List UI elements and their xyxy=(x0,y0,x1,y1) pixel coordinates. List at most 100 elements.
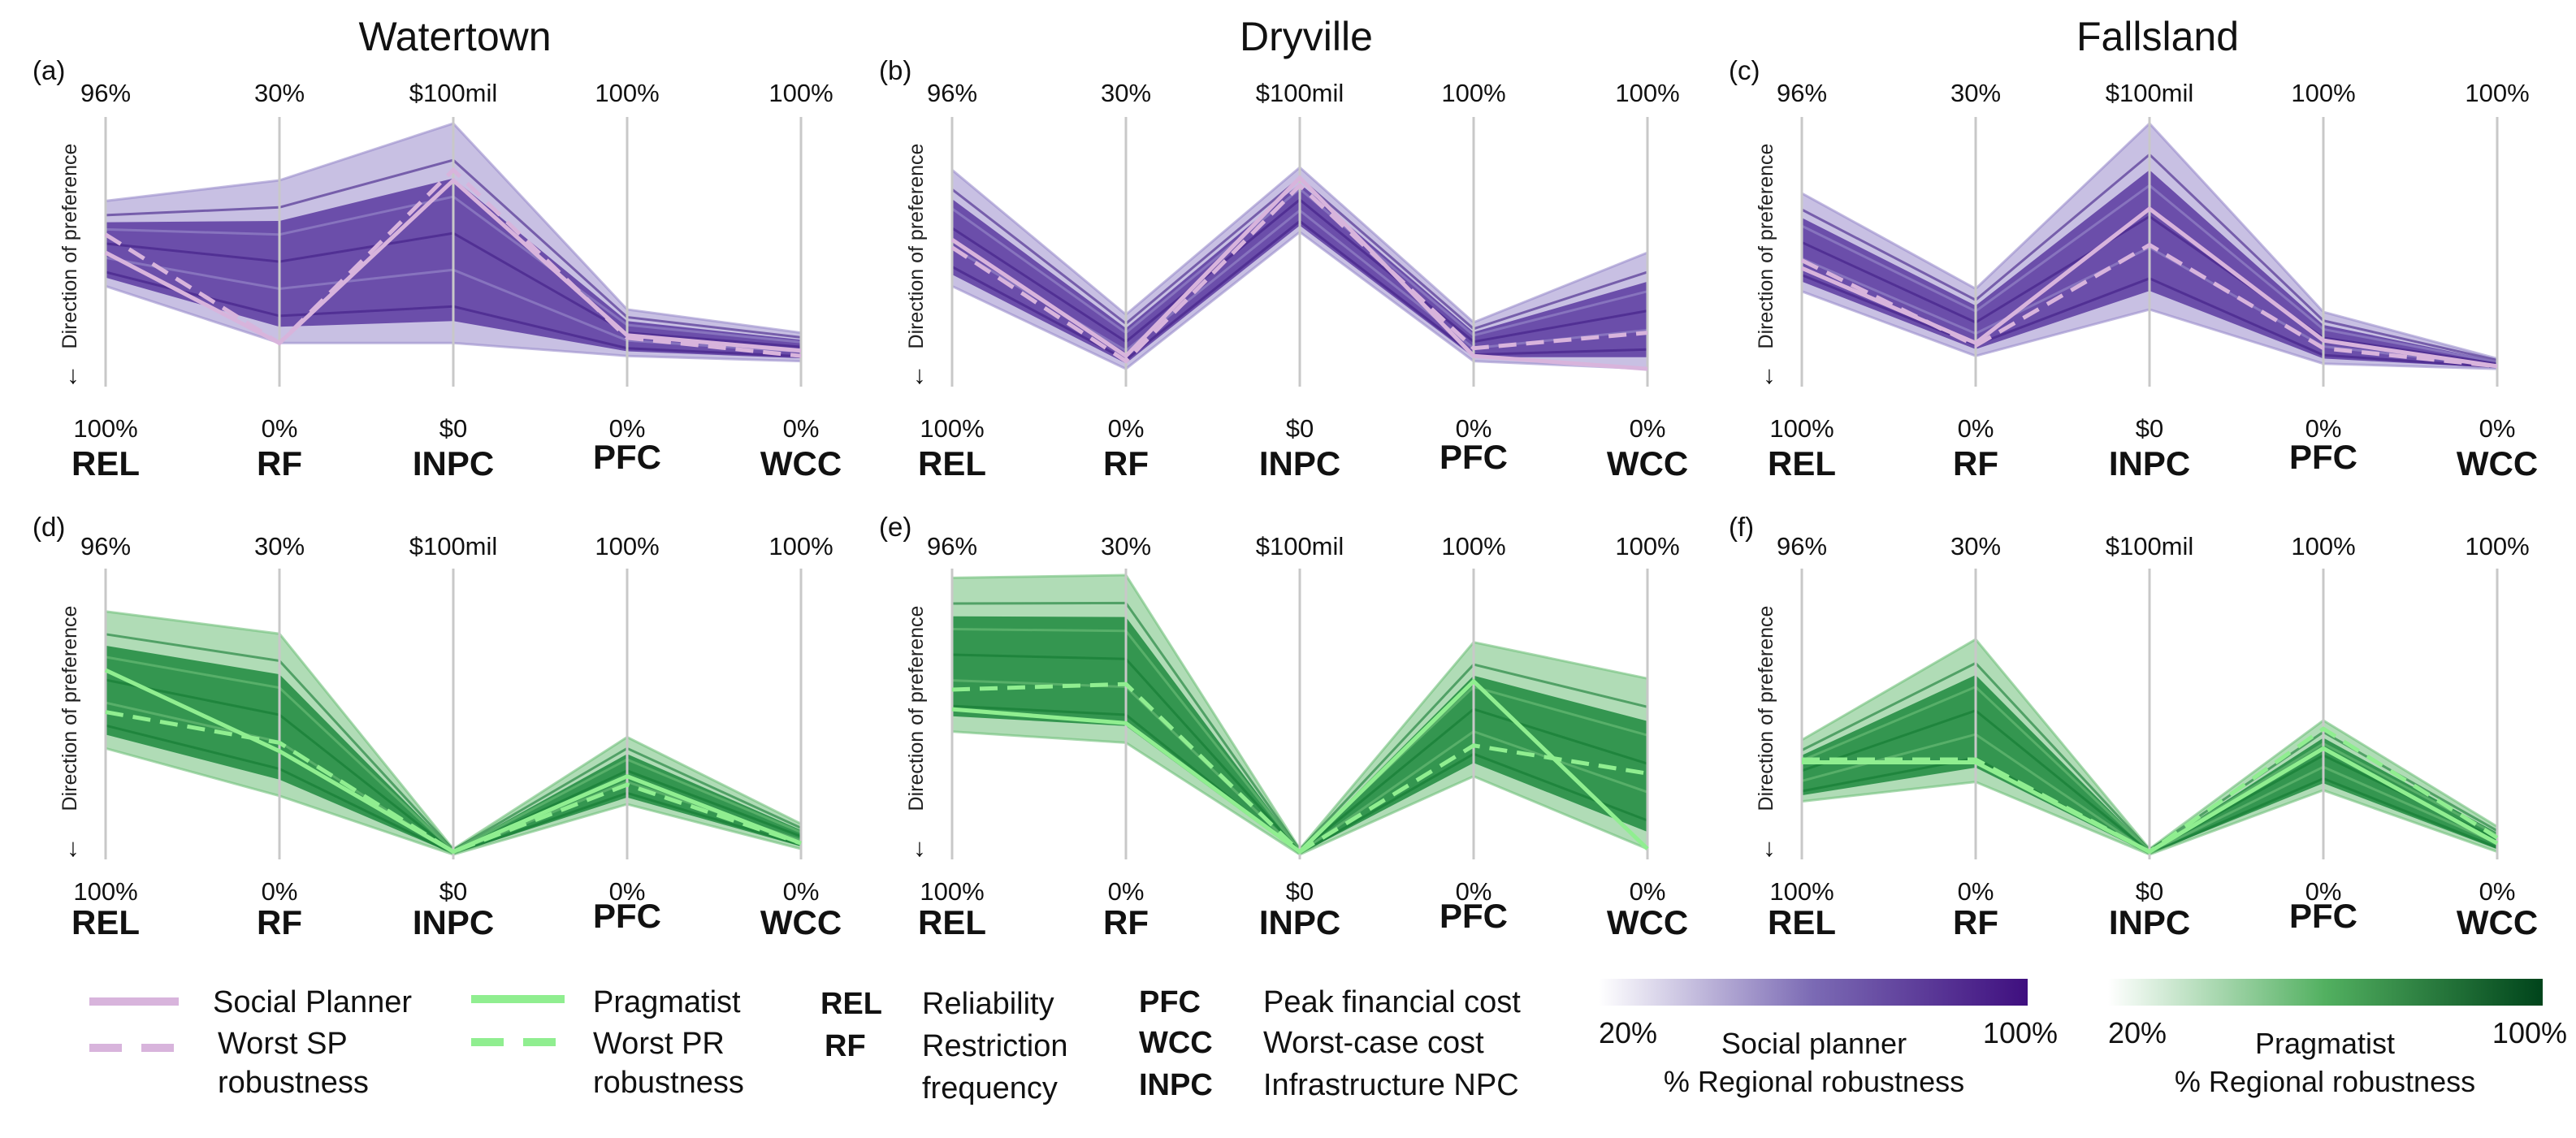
y-axis-label: Direction of preference xyxy=(58,144,81,349)
y-axis-label: Direction of preference xyxy=(58,606,81,811)
axis-bottom-label: 0% xyxy=(1456,414,1492,443)
axis-name-rf: RF xyxy=(1103,903,1149,941)
worst-pr-line xyxy=(105,710,802,855)
panels-group: 96%100%REL30%0%RF$100mil$0INPC100%0%PFC1… xyxy=(32,55,2538,941)
panel-letter: (c) xyxy=(1729,55,1760,85)
axis-bottom-label: 0% xyxy=(2479,414,2516,443)
axis-name-wcc: WCC xyxy=(1607,903,1688,941)
axis-name-rel: REL xyxy=(918,903,986,941)
worst-sp-line xyxy=(950,182,1648,364)
colorbar-social-planner-max: 100% xyxy=(1983,1016,2058,1049)
legend-worst-sp-label-2: robustness xyxy=(218,1066,369,1100)
axis-bottom-label: $0 xyxy=(1286,877,1314,906)
axis-name-wcc: WCC xyxy=(760,444,842,482)
axis-top-label: 100% xyxy=(768,532,833,560)
panel-letter: (f) xyxy=(1729,512,1754,542)
axis-top-label: 100% xyxy=(2465,79,2529,107)
axis-name-rf: RF xyxy=(257,903,302,941)
axis-bottom-label: 0% xyxy=(2305,877,2342,906)
axis-name-pfc: PFC xyxy=(593,438,661,476)
axis-name-rel: REL xyxy=(918,444,986,482)
axis-bottom-label: 100% xyxy=(920,414,984,443)
legend-worst-pr-label: Worst PR xyxy=(593,1027,725,1061)
legend-abbr-pfc: PFC xyxy=(1139,985,1201,1019)
worst-pr-line xyxy=(1802,726,2499,855)
social-planner-line xyxy=(1801,206,2498,369)
legend-social-planner-label: Social Planner xyxy=(213,985,412,1019)
axis-top-label: 100% xyxy=(2291,532,2355,560)
axis-top-label: 96% xyxy=(927,532,977,560)
axis-bottom-label: 100% xyxy=(73,414,137,443)
axis-top-label: 96% xyxy=(80,79,131,107)
panel-b: 96%100%REL30%0%RF$100mil$0INPC100%0%PFC1… xyxy=(879,55,1688,482)
axis-top-label: 100% xyxy=(1441,532,1505,560)
legend-desc-pfc: Peak financial cost xyxy=(1263,985,1521,1019)
column-title-dryville: Dryville xyxy=(1240,14,1373,59)
legend-abbr-rel: REL xyxy=(820,987,882,1021)
down-arrow-icon: ↓ xyxy=(1763,833,1776,862)
axis-top-label: $100mil xyxy=(2106,532,2194,560)
axis-bottom-label: 0% xyxy=(1958,414,1994,443)
axis-name-rf: RF xyxy=(1953,444,1998,482)
axis-top-label: $100mil xyxy=(409,532,498,560)
social-planner-line xyxy=(950,175,1648,371)
axis-top-label: 30% xyxy=(254,532,305,560)
axis-bottom-label: $0 xyxy=(2136,414,2163,443)
axis-bottom-label: 100% xyxy=(1769,877,1834,906)
legend-abbr-wcc: WCC xyxy=(1139,1026,1213,1060)
axis-top-label: 100% xyxy=(1615,79,1679,107)
axis-top-label: 100% xyxy=(1615,532,1679,560)
colorbar-pragmatist-min: 20% xyxy=(2108,1016,2167,1049)
panel-e: 96%100%REL30%0%RF$100mil$0INPC100%0%PFC1… xyxy=(879,512,1688,941)
axis-name-pfc: PFC xyxy=(2289,897,2357,935)
panel-c: 96%100%REL30%0%RF$100mil$0INPC100%0%PFC1… xyxy=(1729,55,2538,482)
down-arrow-icon: ↓ xyxy=(1763,361,1776,389)
axis-name-rel: REL xyxy=(71,444,140,482)
legend: Social Planner Worst SP robustness Pragm… xyxy=(89,979,2567,1106)
column-title-watertown: Watertown xyxy=(358,14,551,59)
axis-name-wcc: WCC xyxy=(1607,444,1688,482)
axis-top-label: 96% xyxy=(1777,79,1827,107)
axis-top-label: 96% xyxy=(1777,532,1827,560)
down-arrow-icon: ↓ xyxy=(67,361,80,389)
axis-bottom-label: 0% xyxy=(783,414,820,443)
axis-top-label: 96% xyxy=(927,79,977,107)
axis-top-label: 30% xyxy=(1101,532,1151,560)
axis-bottom-label: 0% xyxy=(1108,877,1145,906)
worst-pr-line xyxy=(951,682,1648,855)
legend-pragmatist-label: Pragmatist xyxy=(593,985,741,1019)
legend-desc-inpc: Infrastructure NPC xyxy=(1263,1068,1519,1102)
legend-desc-rel: Reliability xyxy=(922,987,1054,1021)
colorbar-social-planner-label-2: % Regional robustness xyxy=(1664,1065,1964,1098)
panel-d: 96%100%REL30%0%RF$100mil$0INPC100%0%PFC1… xyxy=(32,512,842,941)
colorbar-social-planner xyxy=(1599,979,2028,1006)
legend-abbr-rf: RF xyxy=(825,1029,866,1063)
down-arrow-icon: ↓ xyxy=(913,833,926,862)
panel-a: 96%100%REL30%0%RF$100mil$0INPC100%0%PFC1… xyxy=(32,55,842,482)
axis-bottom-label: 0% xyxy=(609,877,646,906)
axis-name-wcc: WCC xyxy=(2457,903,2538,941)
worst-sp-line xyxy=(104,167,802,358)
axis-name-inpc: INPC xyxy=(2109,903,2190,941)
axis-top-label: 96% xyxy=(80,532,131,560)
axis-bottom-label: 100% xyxy=(73,877,137,906)
axis-top-label: 30% xyxy=(1101,79,1151,107)
panel-letter: (a) xyxy=(32,55,65,85)
axis-name-rel: REL xyxy=(71,903,140,941)
colorbar-social-planner-min: 20% xyxy=(1599,1016,1657,1049)
legend-desc-rf-2: frequency xyxy=(922,1071,1058,1106)
axis-bottom-label: 100% xyxy=(1769,414,1834,443)
legend-abbr-inpc: INPC xyxy=(1139,1068,1213,1102)
axis-top-label: $100mil xyxy=(1256,79,1344,107)
axis-top-label: $100mil xyxy=(409,79,498,107)
colorbar-pragmatist-max: 100% xyxy=(2492,1016,2567,1049)
axis-name-inpc: INPC xyxy=(1259,444,1340,482)
axis-name-pfc: PFC xyxy=(1440,897,1508,935)
axis-name-rf: RF xyxy=(257,444,302,482)
worst-sp-line xyxy=(1800,242,2498,369)
axis-top-label: 30% xyxy=(254,79,305,107)
axis-bottom-label: 0% xyxy=(1630,877,1666,906)
legend-worst-pr-label-2: robustness xyxy=(593,1066,744,1100)
down-arrow-icon: ↓ xyxy=(913,361,926,389)
axis-name-rf: RF xyxy=(1103,444,1149,482)
